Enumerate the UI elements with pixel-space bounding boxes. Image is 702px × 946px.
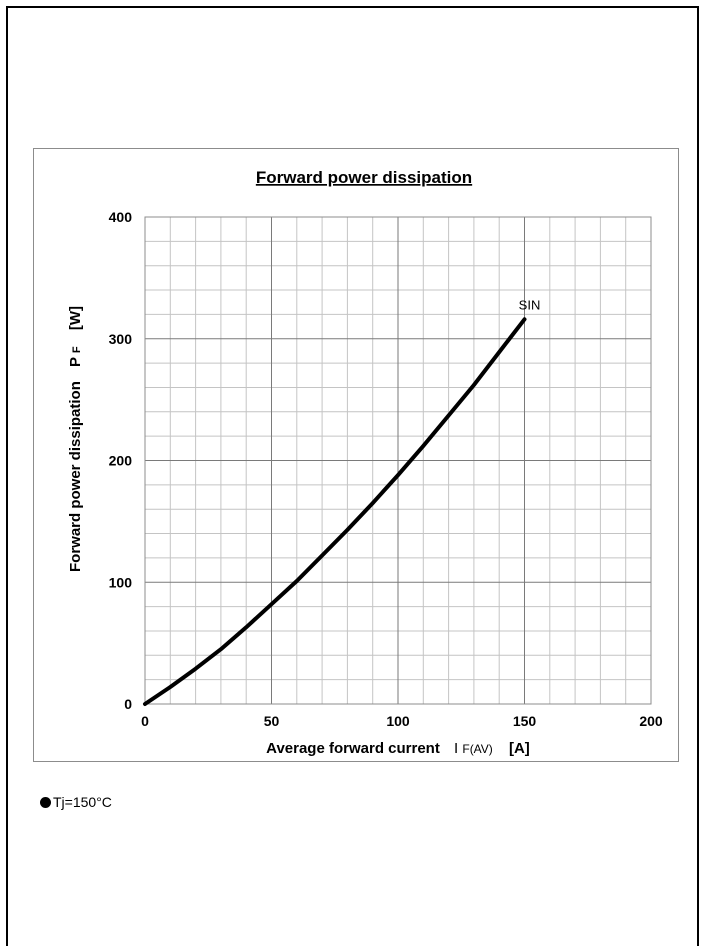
series-label: SIN bbox=[519, 297, 541, 312]
y-axis-label-subscript: F bbox=[71, 346, 83, 353]
x-tick-label: 150 bbox=[513, 713, 537, 729]
x-tick-label: 0 bbox=[141, 713, 149, 729]
y-axis-label-unit: [W] bbox=[67, 306, 84, 330]
x-tick-label: 50 bbox=[264, 713, 280, 729]
temperature-note-text: Tj=150°C bbox=[53, 794, 112, 810]
y-tick-label: 200 bbox=[109, 453, 133, 469]
x-axis-label-main: Average forward current bbox=[266, 740, 440, 757]
y-axis-label-symbol: P bbox=[67, 357, 84, 367]
x-axis-label-unit: [A] bbox=[509, 740, 530, 757]
y-tick-label: 100 bbox=[109, 574, 133, 590]
y-tick-label: 0 bbox=[124, 696, 132, 712]
y-tick-label: 400 bbox=[109, 209, 133, 225]
x-tick-labels: 0 50 100 150 200 bbox=[141, 713, 663, 729]
series-line-sin bbox=[143, 317, 527, 706]
chart-title: Forward power dissipation bbox=[256, 168, 472, 187]
y-tick-label: 300 bbox=[109, 331, 133, 347]
x-axis-label: Average forward current I F(AV) [A] bbox=[266, 740, 530, 757]
temperature-note: Tj=150°C bbox=[40, 794, 112, 810]
y-axis-label-main: Forward power dissipation bbox=[67, 381, 84, 572]
bullet-icon bbox=[40, 797, 51, 808]
x-axis-label-subscript: F(AV) bbox=[462, 742, 492, 756]
x-tick-label: 200 bbox=[639, 713, 663, 729]
plot-frame bbox=[144, 216, 652, 705]
x-axis-label-symbol: I bbox=[454, 740, 458, 757]
chart-panel: Forward power dissipation 0 100 200 300 400 … bbox=[33, 148, 679, 762]
y-axis-label: Forward power dissipation P F [W] bbox=[67, 306, 84, 572]
series-layer: SIN bbox=[143, 297, 541, 706]
chart: Forward power dissipation 0100200300400 … bbox=[67, 168, 663, 757]
x-tick-label: 100 bbox=[386, 713, 410, 729]
y-tick-labels: 0 100 200 300 400 bbox=[109, 209, 133, 712]
page-frame bbox=[6, 6, 699, 946]
